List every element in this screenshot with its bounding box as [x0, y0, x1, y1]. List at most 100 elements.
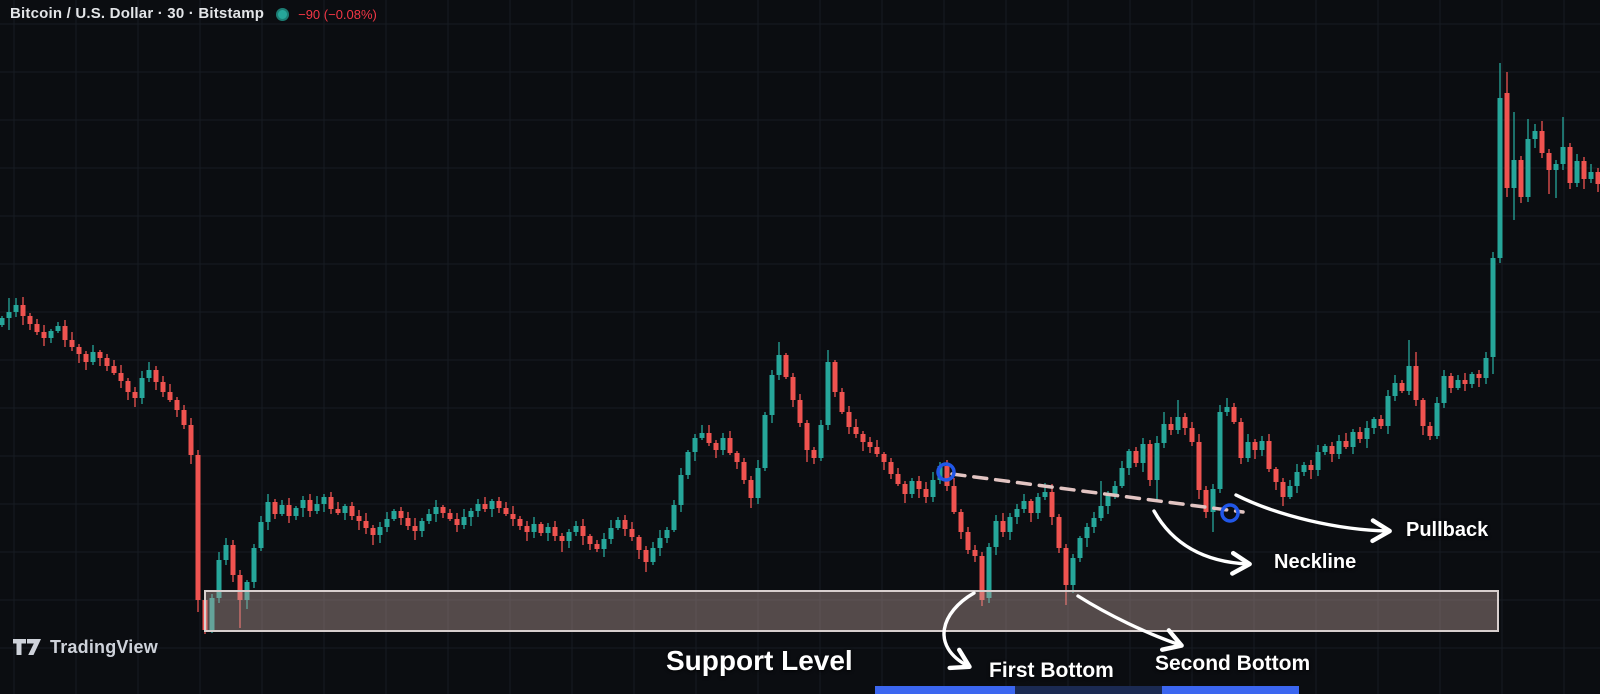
candle-body	[524, 526, 530, 532]
candle-body	[1028, 501, 1034, 513]
candle-body	[888, 462, 894, 474]
candle-body	[1434, 403, 1440, 436]
candle-body	[104, 358, 110, 366]
candle-body	[69, 340, 75, 347]
candle-body	[97, 352, 103, 358]
candle-body	[83, 354, 89, 362]
candle-body	[776, 355, 782, 375]
candle-body	[398, 511, 404, 518]
candle-body	[1581, 161, 1587, 179]
candle-body	[167, 392, 173, 400]
candle-body	[0, 318, 5, 325]
candle-body	[1133, 451, 1139, 463]
candle-body	[286, 505, 292, 516]
market-status-dot	[276, 7, 290, 21]
candle-body	[272, 502, 278, 514]
candle-body	[195, 455, 201, 600]
neckline-arrow[interactable]	[1152, 509, 1252, 576]
candle-body	[48, 331, 54, 338]
candles	[0, 63, 1600, 634]
candle-body	[1203, 490, 1209, 512]
candle-body	[517, 519, 523, 526]
bottom-bar-segment-2[interactable]	[1015, 686, 1162, 694]
candle-body	[1420, 400, 1426, 426]
candle-body	[685, 452, 691, 475]
candle-body	[1553, 164, 1559, 170]
candle-body	[1427, 426, 1433, 436]
candle-body	[1532, 131, 1538, 139]
candle-body	[1308, 465, 1314, 470]
candle-body	[1070, 558, 1076, 585]
candle-body	[440, 507, 446, 513]
candle-body	[461, 517, 467, 525]
bottom-bar-segment-1[interactable]	[875, 686, 1015, 694]
neckline-dashed-line[interactable]	[950, 472, 1245, 514]
candle-body	[139, 378, 145, 398]
candle-body	[1357, 432, 1363, 439]
candle-body	[1007, 517, 1013, 532]
neckline-anchor-circle-1[interactable]	[936, 462, 956, 482]
candle-body	[363, 521, 369, 528]
candle-body	[790, 377, 796, 400]
candle-body	[720, 438, 726, 450]
candle-body	[1259, 441, 1265, 450]
candle-body	[1168, 424, 1174, 430]
candle-body	[846, 412, 852, 427]
candle-body	[755, 468, 761, 498]
support-zone-box[interactable]	[204, 590, 1499, 632]
candle-body	[699, 433, 705, 438]
candle-body	[1364, 428, 1370, 439]
candle-body	[475, 504, 481, 511]
pullback-label[interactable]: Pullback	[1406, 519, 1489, 541]
candle-body	[349, 506, 355, 516]
first-bottom-arrow[interactable]	[942, 591, 976, 671]
first-bottom-label[interactable]: First Bottom	[989, 659, 1114, 682]
tradingview-logo[interactable]: TradingView	[12, 636, 158, 658]
candle-body	[237, 575, 243, 600]
neckline-anchor-circle-2[interactable]	[1220, 503, 1240, 523]
candle-body	[538, 524, 544, 533]
candle-body	[601, 539, 607, 549]
candle-body	[1147, 444, 1153, 480]
candle-body	[1455, 380, 1461, 388]
candle-body	[34, 324, 40, 332]
second-bottom-label[interactable]: Second Bottom	[1155, 652, 1311, 675]
candle-body	[230, 545, 236, 575]
candle-body	[1490, 258, 1496, 357]
second-bottom-arrow[interactable]	[1076, 594, 1184, 652]
candle-body	[860, 434, 866, 442]
candle-body	[580, 526, 586, 536]
candle-body	[160, 382, 166, 392]
candle-body	[629, 529, 635, 537]
candle-body	[1294, 472, 1300, 486]
candle-body	[1350, 432, 1356, 447]
candle-body	[1126, 451, 1132, 468]
candle-body	[1224, 407, 1230, 412]
candle-body	[1161, 424, 1167, 443]
candle-body	[1476, 374, 1482, 378]
pullback-arrow[interactable]	[1234, 493, 1392, 544]
candle-body	[594, 544, 600, 549]
candle-body	[769, 375, 775, 415]
support-level-label[interactable]: Support Level	[666, 645, 853, 676]
candle-body	[1371, 419, 1377, 428]
candle-body	[1077, 538, 1083, 558]
candle-body	[342, 506, 348, 513]
symbol-title[interactable]: Bitcoin / U.S. Dollar · 30 · Bitstamp	[10, 5, 265, 22]
bottom-bar-segment-3[interactable]	[1162, 686, 1299, 694]
candle-body	[125, 381, 131, 392]
candle-body	[489, 501, 495, 509]
candle-body	[209, 598, 215, 630]
candle-body	[1119, 468, 1125, 486]
candle-body	[622, 520, 628, 529]
candle-body	[1049, 492, 1055, 517]
candle-body	[433, 507, 439, 514]
candle-body	[1511, 160, 1517, 188]
candle-body	[1140, 444, 1146, 463]
candle-body	[111, 366, 117, 373]
neckline-label[interactable]: Neckline	[1274, 551, 1357, 573]
candle-body	[1000, 521, 1006, 532]
candle-body	[636, 537, 642, 550]
candle-body	[279, 505, 285, 514]
